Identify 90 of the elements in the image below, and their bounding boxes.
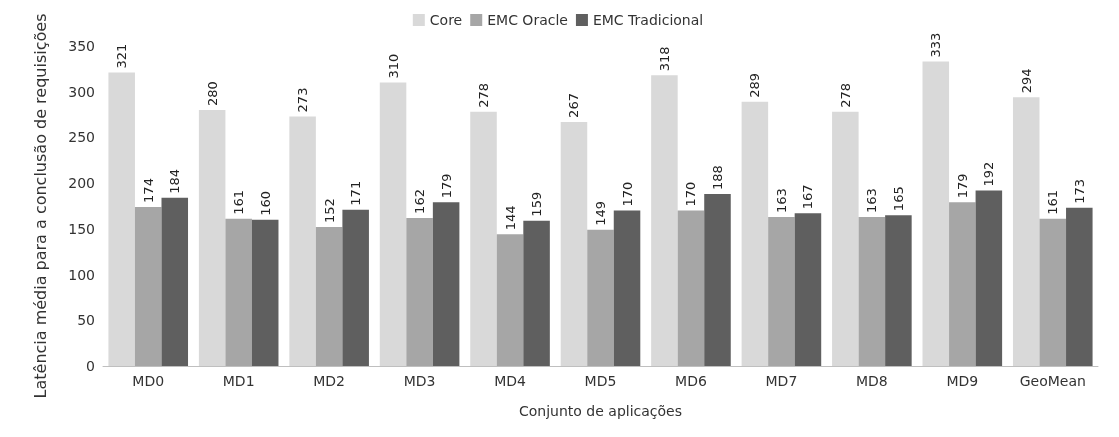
y-tick-label: 100 (68, 266, 95, 283)
data-label: 184 (167, 168, 183, 194)
y-tick-label: 0 (86, 358, 95, 374)
bar (704, 194, 731, 366)
data-label: 278 (837, 83, 853, 108)
bar (379, 82, 407, 366)
bar (651, 75, 678, 366)
bar (315, 227, 343, 366)
bar (587, 229, 614, 366)
data-label: 321 (114, 43, 130, 69)
bar (470, 111, 497, 366)
bar (1012, 97, 1040, 366)
bar (134, 206, 162, 366)
bar (1039, 218, 1067, 366)
bar (342, 209, 369, 366)
legend-label: EMC Tradicional (592, 12, 704, 28)
x-tick-label: MD1 (222, 373, 255, 389)
bar (406, 217, 433, 366)
data-label: 310 (385, 53, 401, 79)
bar (108, 72, 135, 366)
data-label: 179 (954, 173, 970, 199)
data-label: 171 (348, 180, 364, 206)
data-label: 318 (656, 46, 672, 72)
data-label: 174 (140, 178, 156, 203)
bar (768, 216, 795, 366)
data-label: 170 (619, 181, 635, 207)
x-tick-label: MD8 (855, 373, 888, 389)
bar (975, 190, 1003, 366)
bar (794, 213, 822, 366)
x-tick-label: MD5 (584, 373, 617, 389)
bar (949, 202, 976, 366)
data-label: 165 (890, 186, 906, 212)
bar (523, 220, 550, 366)
y-tick-label: 200 (68, 175, 95, 192)
x-tick-label: MD9 (946, 373, 979, 389)
y-tick-label: 50 (77, 312, 95, 329)
data-label: 188 (709, 165, 725, 191)
data-label: 278 (476, 83, 492, 108)
data-label: 162 (412, 189, 428, 214)
y-axis-title: Latência média para a conclusão de requisições (30, 13, 50, 399)
data-label: 144 (502, 205, 518, 231)
x-axis-title: Conjunto de aplicações (519, 403, 682, 419)
bar (496, 234, 524, 366)
y-tick-label: 350 (68, 38, 95, 54)
bar (885, 215, 912, 366)
x-tick-label: MD3 (403, 373, 436, 389)
data-label: 289 (747, 72, 763, 98)
data-label: 167 (800, 184, 816, 210)
x-tick-label: MD6 (675, 373, 707, 389)
data-label: 179 (438, 173, 454, 199)
bar (677, 210, 705, 366)
legend-label: EMC Oracle (487, 12, 568, 28)
x-tick-label: MD4 (494, 373, 527, 389)
x-tick-label: MD0 (132, 373, 165, 389)
bar (1066, 207, 1093, 366)
data-label: 273 (295, 87, 311, 113)
data-label: 170 (683, 181, 699, 207)
x-tick-label: MD7 (765, 373, 798, 389)
x-tick-label: MD2 (313, 373, 346, 389)
bar (225, 218, 252, 366)
y-tick-label: 150 (68, 220, 95, 237)
data-label: 160 (257, 190, 273, 216)
bar (432, 202, 460, 366)
x-tick-label: GeoMean (1019, 373, 1086, 389)
bar (922, 61, 950, 366)
data-label: 161 (231, 189, 247, 215)
data-label: 192 (981, 161, 997, 187)
data-label: 159 (529, 191, 545, 217)
legend-label: Core (429, 12, 463, 28)
bar (251, 219, 279, 366)
bar (161, 197, 189, 366)
data-label: 267 (566, 93, 582, 118)
bar (858, 216, 886, 366)
y-tick-label: 300 (68, 83, 95, 100)
bar (741, 101, 769, 366)
data-label: 161 (1045, 189, 1061, 215)
bar (832, 111, 859, 366)
bar (613, 210, 641, 366)
bar (560, 121, 588, 366)
data-label: 163 (773, 188, 789, 213)
data-label: 173 (1071, 179, 1087, 204)
data-label: 333 (928, 32, 944, 58)
y-tick-label: 250 (68, 129, 95, 146)
data-label: 294 (1018, 68, 1034, 94)
data-label: 149 (593, 200, 608, 226)
data-label: 280 (204, 81, 220, 106)
bar (198, 110, 226, 366)
bar (289, 116, 316, 366)
data-label: 152 (321, 198, 337, 224)
data-label: 163 (864, 188, 880, 213)
